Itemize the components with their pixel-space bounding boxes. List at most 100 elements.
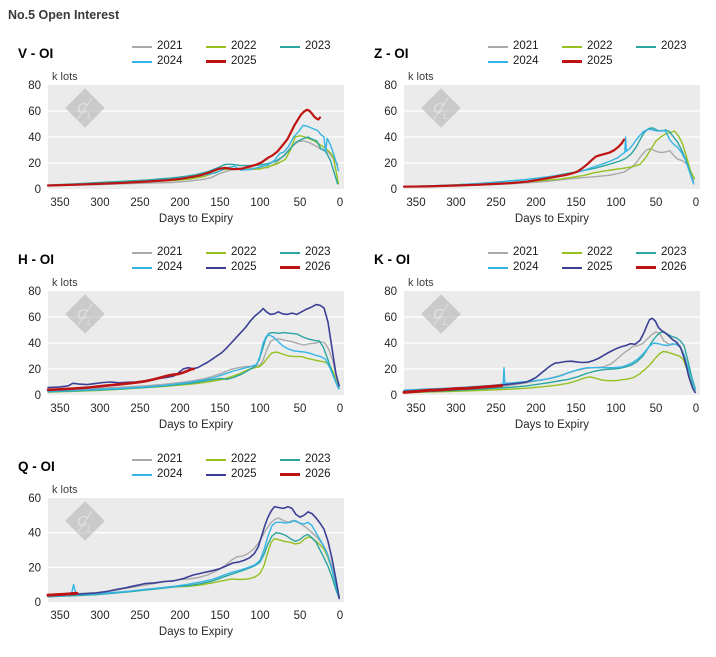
x-tick-label: 250 — [130, 197, 149, 209]
series-2025 — [47, 505, 341, 600]
legend-label-2022: 2022 — [231, 453, 257, 465]
legend-label-2025: 2025 — [231, 261, 257, 273]
x-tick-label: 300 — [446, 197, 465, 209]
x-tick-label: 0 — [337, 403, 343, 415]
svg-text:L: L — [87, 317, 92, 327]
x-tick-label: 300 — [90, 403, 109, 415]
x-tick-label: 0 — [693, 197, 699, 209]
legend-item-2023: 2023 — [636, 40, 710, 53]
svg-text:C: C — [77, 513, 88, 530]
legend-swatch-2021 — [132, 45, 152, 48]
x-tick-label: 200 — [170, 610, 189, 622]
legend-label-2021: 2021 — [513, 246, 539, 258]
legend-label-2022: 2022 — [231, 40, 257, 52]
y-tick-label: 20 — [28, 364, 41, 376]
x-axis-label: Days to Expiry — [159, 419, 233, 431]
legend-item-2022: 2022 — [206, 40, 280, 53]
x-tick-label: 350 — [50, 403, 69, 415]
x-tick-label: 250 — [486, 197, 505, 209]
x-axis-label: Days to Expiry — [159, 626, 233, 638]
legend-item-2022: 2022 — [562, 246, 636, 259]
legend-swatch-2025 — [562, 60, 582, 63]
legend-swatch-2021 — [132, 251, 152, 254]
x-tick-label: 150 — [210, 610, 229, 622]
legend-label-2026: 2026 — [305, 261, 331, 273]
x-tick-label: 300 — [90, 197, 109, 209]
svg-text:C: C — [77, 100, 88, 117]
legend-swatch-2021 — [488, 45, 508, 48]
legend-item-2023: 2023 — [636, 246, 710, 259]
legend-label-2024: 2024 — [157, 261, 183, 273]
unit-label: k lots — [52, 71, 78, 83]
x-tick-label: 100 — [250, 197, 269, 209]
y-tick-label: 0 — [391, 184, 397, 196]
x-tick-label: 100 — [250, 610, 269, 622]
legend-swatch-2024 — [132, 266, 152, 269]
legend-swatch-2022 — [562, 45, 582, 48]
legend-swatch-2025 — [206, 60, 226, 63]
legend-item-2026: 2026 — [280, 261, 354, 274]
legend-swatch-2026 — [280, 266, 300, 269]
x-tick-label: 50 — [294, 197, 307, 209]
chart-q-oi: Q - OI 2021 2022 2023 2024 2025 2026 C L 0 20 4… — [8, 447, 356, 649]
legend-swatch-2025 — [562, 266, 582, 269]
legend-swatch-2022 — [206, 45, 226, 48]
y-tick-label: 80 — [384, 286, 397, 298]
plot-q-oi: C L 0 20 40 60 350 300 250 200 150 100 50 0 k lots Da… — [28, 484, 344, 638]
series-2025 — [402, 138, 626, 188]
x-tick-label: 0 — [337, 197, 343, 209]
legend-label-2021: 2021 — [157, 246, 183, 258]
legend-label-2025: 2025 — [587, 55, 613, 67]
x-tick-label: 250 — [130, 610, 149, 622]
y-tick-label: 80 — [384, 80, 397, 92]
y-tick-label: 0 — [35, 597, 41, 609]
x-tick-label: 350 — [50, 197, 69, 209]
series-2026 — [402, 384, 504, 394]
y-tick-label: 0 — [35, 184, 41, 196]
legend-swatch-2024 — [132, 60, 152, 63]
legend-swatch-2023 — [636, 251, 656, 254]
x-tick-label: 350 — [50, 610, 69, 622]
x-tick-label: 100 — [250, 403, 269, 415]
series-2026 — [46, 591, 79, 597]
series-2026 — [46, 367, 195, 392]
legend-swatch-2025 — [206, 266, 226, 269]
svg-text:L: L — [443, 111, 448, 121]
x-tick-label: 200 — [526, 403, 545, 415]
x-tick-label: 250 — [130, 403, 149, 415]
legend-label-2023: 2023 — [661, 40, 687, 52]
plot-k-oi: C L 0 20 40 60 80 350 300 250 200 150 100 50 0 k lots… — [384, 277, 700, 431]
legend-item-2024: 2024 — [488, 55, 562, 68]
legend-item-2025: 2025 — [562, 55, 636, 68]
series-2024 — [47, 519, 340, 600]
legend-label-2023: 2023 — [305, 246, 331, 258]
legend-item-2021: 2021 — [488, 40, 562, 53]
x-tick-label: 200 — [526, 197, 545, 209]
legend-q-oi: 2021 2022 2023 2024 2025 2026 — [132, 453, 354, 481]
unit-label: k lots — [52, 277, 78, 289]
y-tick-label: 20 — [384, 158, 397, 170]
legend-swatch-2026 — [636, 266, 656, 269]
series-2024 — [403, 128, 695, 188]
legend-swatch-2022 — [206, 458, 226, 461]
y-tick-label: 20 — [28, 158, 41, 170]
page-title: No.5 Open Interest — [8, 8, 120, 22]
legend-swatch-2024 — [488, 266, 508, 269]
legend-item-2023: 2023 — [280, 246, 354, 259]
series-2023 — [47, 136, 339, 186]
x-tick-label: 0 — [337, 610, 343, 622]
legend-label-2022: 2022 — [231, 246, 257, 258]
legend-label-2026: 2026 — [661, 261, 687, 273]
legend-item-2026: 2026 — [280, 468, 354, 481]
chart-v-oi: V - OI 2021 2022 2023 2024 2025 C L 0 20 40 60 8… — [8, 34, 356, 236]
x-tick-label: 300 — [90, 610, 109, 622]
x-tick-label: 200 — [170, 197, 189, 209]
plot-h-oi: C L 0 20 40 60 80 350 300 250 200 150 100 50 0 k lots… — [28, 277, 344, 431]
legend-label-2022: 2022 — [587, 246, 613, 258]
legend-item-2025: 2025 — [562, 261, 636, 274]
legend-label-2024: 2024 — [513, 55, 539, 67]
legend-label-2024: 2024 — [157, 468, 183, 480]
x-tick-label: 50 — [650, 197, 663, 209]
chart-k-oi: K - OI 2021 2022 2023 2024 2025 2026 C L 0 20 4… — [364, 240, 712, 442]
legend-swatch-2022 — [562, 251, 582, 254]
